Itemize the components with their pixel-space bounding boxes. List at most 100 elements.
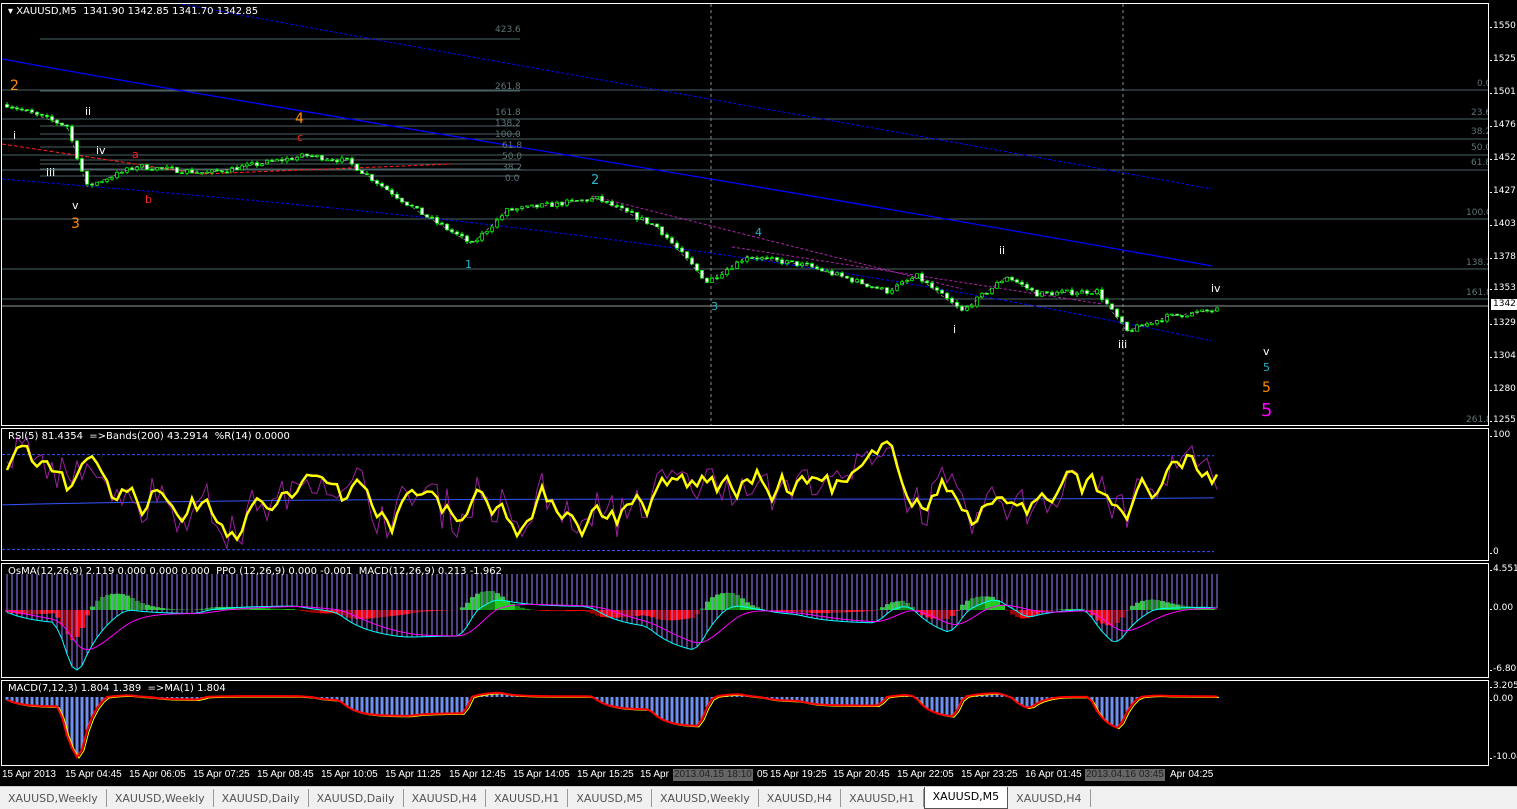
candle-body xyxy=(730,268,734,270)
macd-bar xyxy=(610,697,614,707)
chart-tab[interactable]: XAUUSD,Weekly xyxy=(652,789,759,807)
chart-tab[interactable]: XAUUSD,H4 xyxy=(759,789,842,807)
candle-body xyxy=(650,223,654,225)
candle-body xyxy=(10,106,14,109)
candle-body xyxy=(45,115,49,117)
candle-body xyxy=(1200,309,1204,312)
chart-tab[interactable]: XAUUSD,Daily xyxy=(309,789,404,807)
candle-body xyxy=(395,193,399,199)
macd-bar xyxy=(770,697,774,700)
candle-body xyxy=(260,163,264,166)
osma-bar xyxy=(1015,610,1020,618)
candle-body xyxy=(1040,291,1044,297)
candle-body xyxy=(890,289,894,294)
fib-label: 138.2 xyxy=(495,119,521,129)
osma-bar xyxy=(590,610,595,614)
time-axis: 15 Apr 2013 15 Apr 04:45 15 Apr 06:05 15… xyxy=(0,766,1517,784)
macd-bar xyxy=(995,693,999,697)
candle-body xyxy=(80,158,84,172)
axis-tick: 3.205 xyxy=(1490,681,1517,691)
macd-bar xyxy=(350,697,354,710)
macd-bar xyxy=(1025,697,1029,708)
macd-bar xyxy=(1015,697,1019,703)
macd-bar xyxy=(700,697,704,720)
chart-tab[interactable]: XAUUSD,H1 xyxy=(841,789,924,807)
macd-bar xyxy=(705,697,709,708)
candle-body xyxy=(645,217,649,224)
candle-body xyxy=(1190,312,1194,317)
rsi-axis: 100 0 xyxy=(1489,428,1517,561)
candle-body xyxy=(915,273,919,279)
macd-bar xyxy=(930,697,934,712)
wave-label: a xyxy=(132,148,139,161)
osma-bar xyxy=(495,593,500,610)
osma-bar xyxy=(230,606,235,610)
candle-body xyxy=(165,166,169,169)
osma-bar xyxy=(500,596,505,610)
osma-panel[interactable]: OsMA(12,26,9) 2.119 0.000 0.000 0.000 PP… xyxy=(1,563,1489,678)
price-chart-panel[interactable]: ▾ XAUUSD,M5 1341.90 1342.85 1341.70 1342… xyxy=(1,3,1489,426)
candle-body xyxy=(40,113,44,116)
chart-tab[interactable]: XAUUSD,H4 xyxy=(1008,789,1091,807)
chart-tab[interactable]: XAUUSD,M5 xyxy=(923,787,1009,809)
candle-body xyxy=(375,180,379,184)
chart-tab[interactable]: XAUUSD,Weekly xyxy=(107,789,214,807)
candle-body xyxy=(305,153,309,157)
candle-body xyxy=(35,111,39,115)
dropdown-icon[interactable]: ▾ xyxy=(8,6,17,17)
osma-axis: 4.551 0.00 -6.801 xyxy=(1489,563,1517,678)
macd-bar xyxy=(455,697,459,714)
candle-body xyxy=(275,159,279,162)
macd-bar xyxy=(855,697,859,706)
chart-tab[interactable]: XAUUSD,Daily xyxy=(214,789,309,807)
crosshair-time: 2013.04.15 18:10 xyxy=(673,769,753,781)
osma-bar xyxy=(545,610,550,612)
chart-tab[interactable]: XAUUSD,M5 xyxy=(568,789,652,807)
macd-bar xyxy=(635,697,639,710)
macd-bar xyxy=(1045,697,1049,700)
candle-body xyxy=(1115,308,1119,318)
candle-body xyxy=(940,289,944,294)
candle-body xyxy=(150,169,154,171)
candle-body xyxy=(230,167,234,173)
macd-bar xyxy=(1090,697,1094,702)
chart-tab[interactable]: XAUUSD,H1 xyxy=(486,789,569,807)
candle-body xyxy=(440,222,444,225)
candle-body xyxy=(470,241,474,243)
osma-bar xyxy=(1210,608,1215,610)
macd-bar xyxy=(185,697,189,700)
macd-bar xyxy=(405,697,409,716)
macd-bar xyxy=(370,697,374,715)
osma-bar xyxy=(255,607,260,610)
price-tick: 1452 xyxy=(1490,153,1516,163)
osma-bar xyxy=(505,600,510,610)
candle-body xyxy=(435,217,439,224)
rsi-panel[interactable]: RSI(5) 81.4354 =>Bands(200) 43.2914 %R(1… xyxy=(1,428,1489,561)
axis-tick: 100 xyxy=(1489,430,1511,440)
macd-bar xyxy=(615,697,619,708)
macd-bar xyxy=(785,697,789,701)
chart-tab[interactable]: XAUUSD,H4 xyxy=(404,789,486,807)
macd-bar xyxy=(100,697,104,702)
fib-label: 100.0 xyxy=(495,130,521,140)
candle-body xyxy=(705,277,709,283)
macd-bar xyxy=(1000,694,1004,697)
williams-r-line xyxy=(6,435,1218,549)
osma-bar xyxy=(995,599,1000,610)
macd-panel[interactable]: MACD(7,12,3) 1.804 1.389 =>MA(1) 1.804 xyxy=(1,680,1489,766)
candle-body xyxy=(1095,289,1099,294)
candle-body xyxy=(315,155,319,157)
macd-bar xyxy=(950,697,954,717)
chart-tab[interactable]: XAUUSD,Weekly xyxy=(0,789,107,807)
time-tick: 15 Apr 12:45 xyxy=(449,769,506,780)
osma-bar xyxy=(550,610,555,612)
candle-body xyxy=(60,122,64,126)
macd-bar xyxy=(780,697,784,701)
candle-body xyxy=(755,257,759,260)
candle-body xyxy=(700,270,704,279)
candle-body xyxy=(410,204,414,207)
candle-body xyxy=(535,204,539,208)
macd-bar xyxy=(500,693,504,697)
macd-bar xyxy=(490,693,494,697)
time-tick: 15 Apr 04:45 xyxy=(65,769,122,780)
